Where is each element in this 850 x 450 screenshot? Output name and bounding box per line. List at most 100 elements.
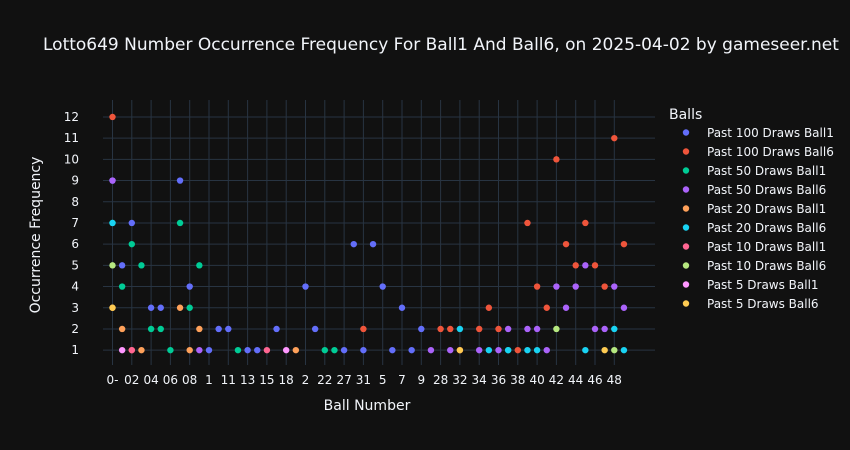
data-point bbox=[591, 325, 599, 333]
data-point bbox=[572, 262, 579, 269]
data-point bbox=[196, 262, 203, 269]
data-point bbox=[292, 346, 300, 354]
series-9 bbox=[118, 346, 290, 354]
data-point bbox=[495, 346, 502, 354]
x-tick-label: 44 bbox=[568, 373, 583, 387]
data-point bbox=[234, 346, 242, 354]
data-point bbox=[186, 304, 193, 311]
legend-item[interactable]: Past 5 Draws Ball6 bbox=[682, 297, 819, 311]
y-tick-label: 2 bbox=[71, 322, 79, 336]
data-point bbox=[543, 304, 550, 311]
data-point bbox=[572, 283, 579, 290]
data-point bbox=[360, 346, 367, 354]
legend-item[interactable]: Past 10 Draws Ball1 bbox=[682, 240, 826, 254]
chart-title: Lotto649 Number Occurrence Frequency For… bbox=[43, 35, 839, 55]
data-point bbox=[524, 325, 531, 333]
data-point bbox=[408, 346, 415, 354]
legend-label: Past 5 Draws Ball1 bbox=[707, 278, 819, 292]
x-tick-label: 9 bbox=[417, 373, 425, 387]
legend-item[interactable]: Past 100 Draws Ball6 bbox=[682, 145, 834, 159]
y-tick-label: 9 bbox=[71, 174, 79, 188]
series-8 bbox=[109, 262, 618, 354]
legend-item[interactable]: Past 50 Draws Ball6 bbox=[682, 183, 826, 197]
data-point bbox=[196, 346, 203, 354]
series-5 bbox=[109, 304, 300, 354]
data-point bbox=[495, 325, 502, 333]
data-point bbox=[331, 346, 338, 354]
legend-label: Past 100 Draws Ball1 bbox=[707, 126, 834, 140]
data-point bbox=[244, 346, 251, 354]
data-point bbox=[118, 262, 126, 269]
data-point bbox=[447, 346, 454, 354]
data-point bbox=[128, 219, 135, 227]
legend-item[interactable]: Past 50 Draws Ball1 bbox=[682, 164, 826, 178]
x-tick-label: 1 bbox=[205, 373, 213, 387]
data-point bbox=[215, 325, 222, 333]
x-tick-label: 46 bbox=[587, 373, 602, 387]
legend-item[interactable]: Past 20 Draws Ball1 bbox=[682, 202, 826, 216]
x-tick-label: 27 bbox=[336, 373, 351, 387]
data-point bbox=[524, 346, 531, 354]
legend-item[interactable]: Past 20 Draws Ball6 bbox=[682, 221, 826, 235]
legend-item[interactable]: Past 10 Draws Ball6 bbox=[682, 259, 826, 273]
legend-marker bbox=[682, 262, 690, 269]
data-point bbox=[273, 325, 280, 333]
data-point bbox=[611, 134, 618, 142]
x-tick-label: 48 bbox=[607, 373, 622, 387]
data-point bbox=[147, 304, 155, 311]
legend-item[interactable]: Past 5 Draws Ball1 bbox=[682, 278, 819, 292]
x-tick-label: 5 bbox=[379, 373, 387, 387]
data-point bbox=[118, 325, 126, 333]
legend-label: Past 100 Draws Ball6 bbox=[707, 145, 834, 159]
y-tick-label: 10 bbox=[64, 152, 79, 166]
x-tick-label: 36 bbox=[491, 373, 506, 387]
x-tick-label: 42 bbox=[549, 373, 564, 387]
data-point bbox=[138, 262, 145, 269]
x-tick-label: 40 bbox=[529, 373, 544, 387]
data-point bbox=[302, 283, 309, 290]
data-point bbox=[601, 325, 608, 333]
legend-label: Past 20 Draws Ball1 bbox=[707, 202, 826, 216]
x-tick-label: 34 bbox=[472, 373, 487, 387]
data-point bbox=[109, 304, 116, 311]
data-point bbox=[533, 325, 541, 333]
x-tick-label: 2 bbox=[302, 373, 310, 387]
data-point bbox=[389, 346, 396, 354]
legend-marker bbox=[682, 205, 690, 212]
data-point bbox=[398, 304, 406, 311]
data-point bbox=[447, 325, 454, 333]
x-tick-label: 18 bbox=[279, 373, 294, 387]
data-point bbox=[456, 346, 464, 354]
data-point bbox=[553, 283, 560, 290]
data-point bbox=[205, 346, 213, 354]
data-point bbox=[553, 156, 560, 163]
data-point bbox=[437, 325, 444, 333]
data-point bbox=[620, 240, 628, 248]
data-point bbox=[118, 283, 126, 290]
x-axis-label: Ball Number bbox=[324, 398, 411, 414]
legend-label: Past 50 Draws Ball6 bbox=[707, 183, 826, 197]
data-point bbox=[611, 346, 618, 354]
y-tick-label: 1 bbox=[71, 343, 79, 357]
x-tick-label: 0- bbox=[107, 373, 119, 387]
data-point bbox=[138, 346, 145, 354]
data-point bbox=[186, 283, 193, 290]
y-tick-label: 3 bbox=[71, 301, 79, 315]
data-point bbox=[504, 325, 512, 333]
y-axis-label: Occurrence Frequency bbox=[28, 157, 44, 314]
data-point bbox=[533, 346, 541, 354]
series-10 bbox=[109, 304, 608, 354]
data-point bbox=[562, 304, 570, 311]
data-point bbox=[476, 346, 483, 354]
series-2 bbox=[109, 113, 628, 354]
grid bbox=[103, 100, 655, 365]
y-tick-label: 7 bbox=[71, 216, 79, 230]
data-point bbox=[620, 346, 628, 354]
legend-item[interactable]: Past 100 Draws Ball1 bbox=[682, 126, 834, 140]
x-axis-ticks: 0- 02 04 06 08 1 11 13 15 18 2 22 27 31 5 7 9 28 32 34 36 38 4… bbox=[107, 373, 622, 387]
series-1 bbox=[109, 177, 425, 354]
data-point bbox=[591, 262, 599, 269]
data-point bbox=[263, 346, 271, 354]
